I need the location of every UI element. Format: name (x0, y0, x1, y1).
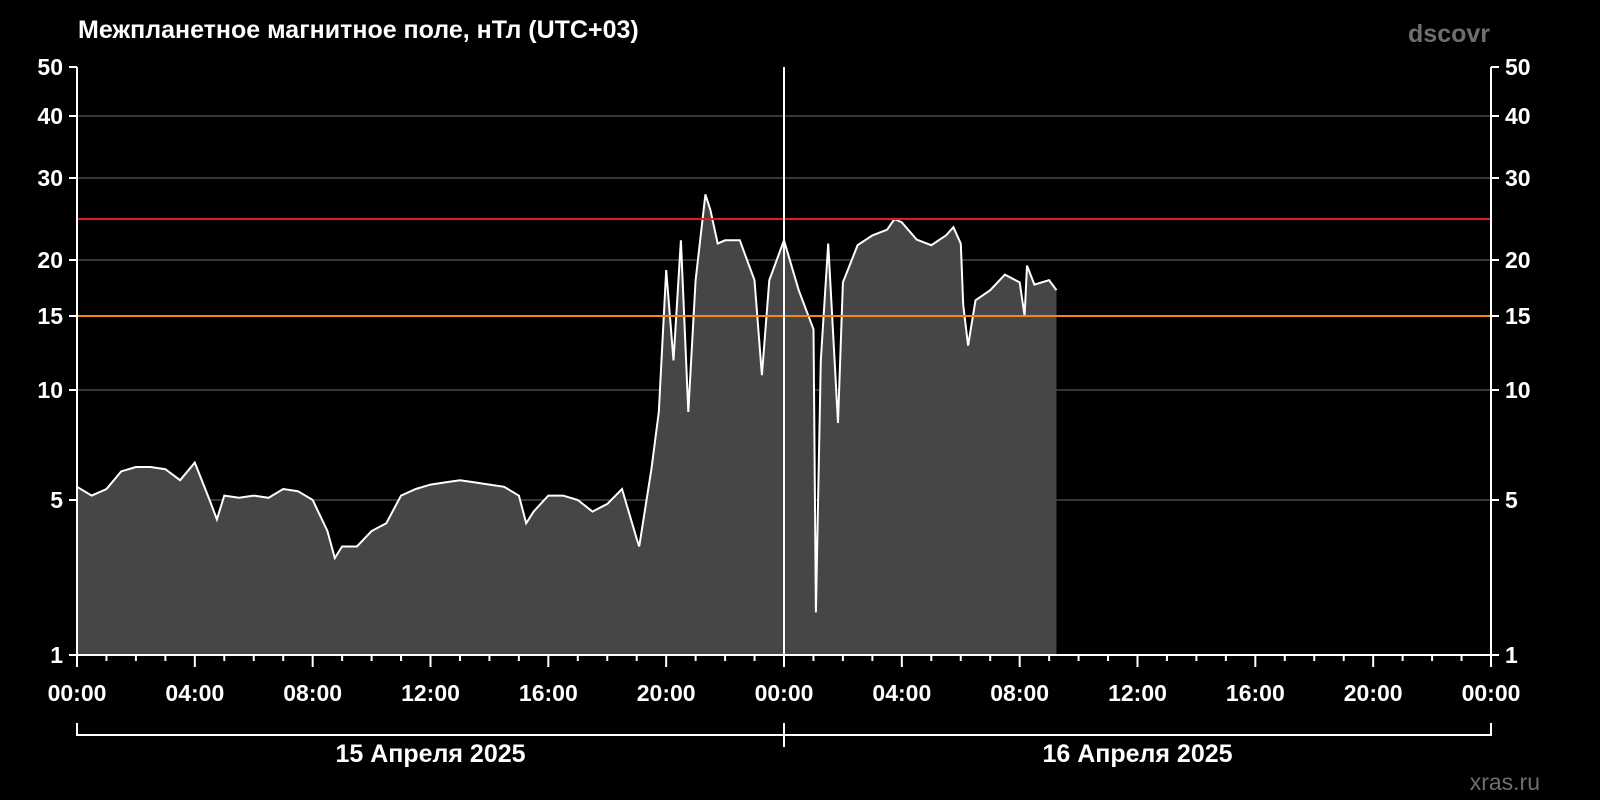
x-tick-label: 12:00 (401, 680, 460, 706)
x-tick-label: 20:00 (1344, 680, 1403, 706)
y-tick-label-right: 20 (1505, 247, 1531, 273)
x-tick-label: 16:00 (1226, 680, 1285, 706)
y-tick-label-right: 30 (1505, 165, 1531, 191)
y-tick-label-left: 15 (37, 303, 63, 329)
date-label: 15 Апреля 2025 (335, 740, 525, 768)
y-tick-label-right: 15 (1505, 303, 1531, 329)
y-tick-label-left: 1 (50, 642, 63, 668)
y-tick-label-right: 40 (1505, 103, 1531, 129)
y-tick-label-left: 10 (37, 377, 63, 403)
plot-area (76, 194, 1058, 655)
date-label: 16 Апреля 2025 (1042, 740, 1232, 768)
y-tick-label-left: 30 (37, 165, 63, 191)
y-tick-label-right: 10 (1505, 377, 1531, 403)
x-tick-label: 08:00 (990, 680, 1049, 706)
site-watermark: xras.ru (1470, 769, 1540, 795)
y-tick-label-left: 5 (50, 487, 63, 513)
date-bracket (76, 723, 1492, 747)
axes (69, 66, 1499, 747)
x-tick-label: 12:00 (1108, 680, 1167, 706)
y-tick-label-right: 5 (1505, 487, 1518, 513)
data-line (76, 194, 1058, 613)
x-tick-label: 20:00 (637, 680, 696, 706)
x-tick-label: 08:00 (283, 680, 342, 706)
y-tick-label-left: 50 (37, 54, 63, 80)
x-tick-label: 00:00 (1462, 680, 1521, 706)
y-tick-label-right: 1 (1505, 642, 1518, 668)
x-tick-label: 04:00 (872, 680, 931, 706)
y-tick-label-left: 40 (37, 103, 63, 129)
y-tick-label-right: 50 (1505, 54, 1531, 80)
data-area-fill (77, 194, 1057, 655)
x-tick-label: 00:00 (48, 680, 107, 706)
x-tick-label: 04:00 (165, 680, 224, 706)
chart-title: Межпланетное магнитное поле, нТл (UTC+03… (78, 16, 639, 44)
y-tick-label-left: 20 (37, 247, 63, 273)
x-tick-label: 16:00 (519, 680, 578, 706)
x-tick-label: 00:00 (755, 680, 814, 706)
source-label: dscovr (1408, 20, 1490, 48)
